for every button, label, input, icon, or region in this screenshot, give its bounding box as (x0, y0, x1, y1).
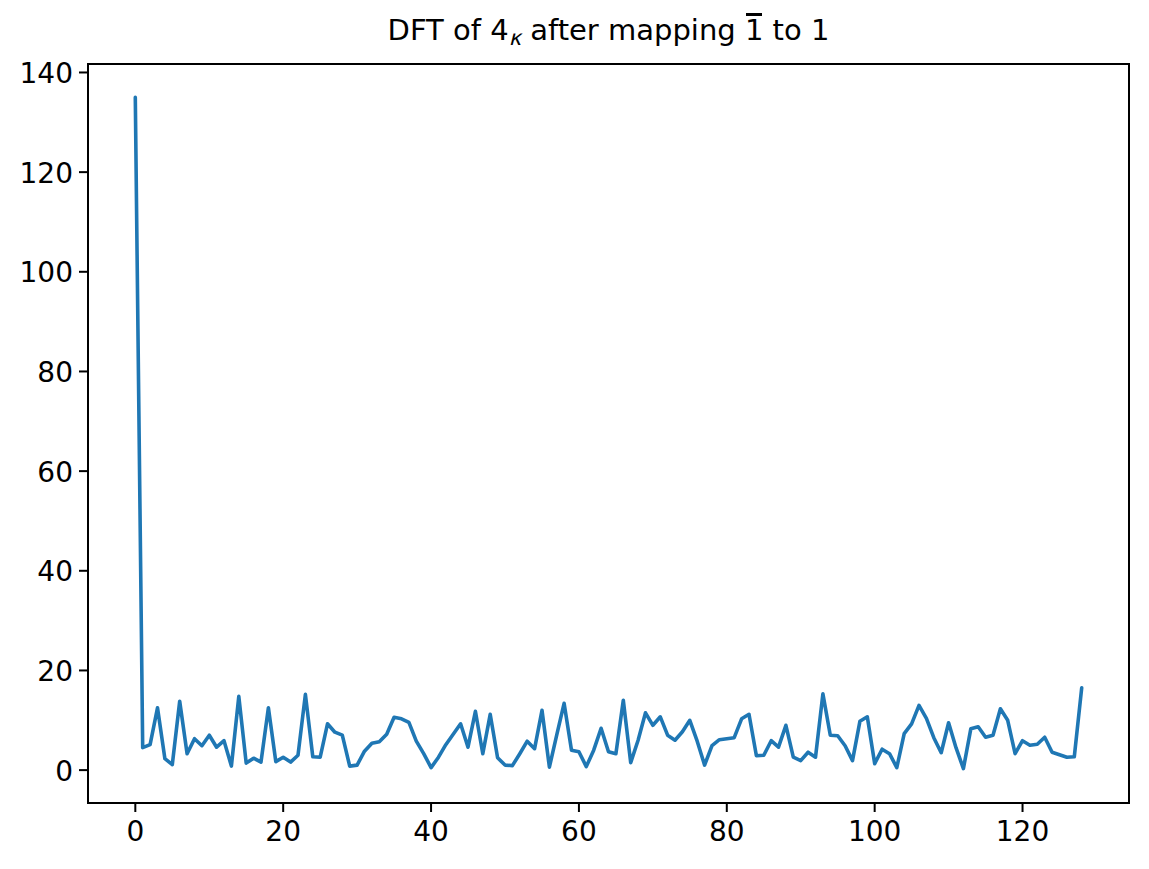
x-tick-label: 60 (561, 815, 597, 848)
y-tick-label: 0 (55, 755, 73, 788)
title-text-1: DFT of 4 (388, 13, 509, 47)
title-kappa-subscript: κ (509, 26, 521, 50)
x-tick-label: 20 (265, 815, 301, 848)
x-tick-label: 120 (996, 815, 1049, 848)
title-text-3: to 1 (763, 13, 829, 47)
y-tick-label: 20 (37, 655, 73, 688)
canvas-background (0, 0, 1149, 869)
title-text-2: after mapping (521, 13, 745, 47)
y-tick-label: 80 (37, 356, 73, 389)
x-tick-label: 0 (126, 815, 144, 848)
y-tick-label: 140 (20, 57, 73, 90)
x-tick-label: 40 (413, 815, 449, 848)
y-tick-label: 40 (37, 555, 73, 588)
x-tick-label: 80 (709, 815, 745, 848)
x-tick-label: 100 (848, 815, 901, 848)
y-tick-label: 60 (37, 456, 73, 489)
matplotlib-figure: 0 20 40 60 80 100 120 0 20 40 60 80 100 120 140 DFT of… (0, 0, 1149, 869)
title-barred-one: 1 (745, 16, 763, 45)
dft-line-chart: 0 20 40 60 80 100 120 0 20 40 60 80 100 120 140 (0, 0, 1149, 869)
y-tick-label: 120 (20, 157, 73, 190)
chart-title: DFT of 4κ after mapping 1 to 1 (88, 14, 1129, 50)
y-tick-label: 100 (20, 256, 73, 289)
